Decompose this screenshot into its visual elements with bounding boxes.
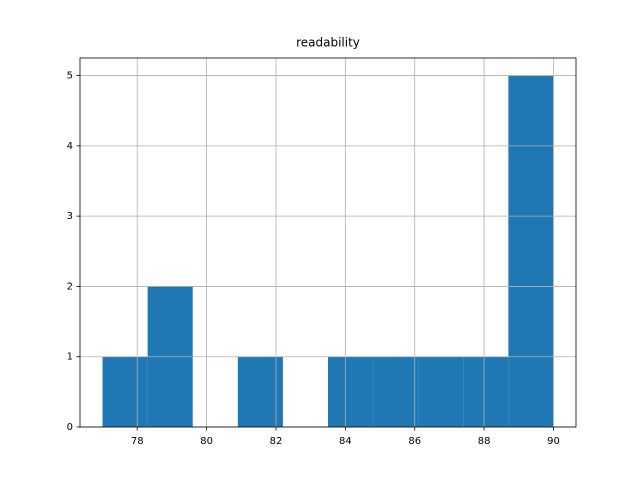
y-tick-label: 1 xyxy=(67,352,73,363)
bar xyxy=(373,356,419,427)
bar xyxy=(328,356,374,427)
x-tick-label: 84 xyxy=(339,436,352,447)
chart-title: readability xyxy=(296,36,360,50)
y-tick-label: 2 xyxy=(67,281,73,292)
y-tick-label: 0 xyxy=(67,422,73,433)
bar xyxy=(463,356,509,427)
y-tick-label: 3 xyxy=(67,211,73,222)
bar xyxy=(418,356,464,427)
x-tick-label: 82 xyxy=(270,436,283,447)
bar xyxy=(508,75,554,428)
axes-frame xyxy=(79,57,577,428)
x-tick-label: 90 xyxy=(547,436,560,447)
x-tick-label: 88 xyxy=(478,436,491,447)
y-tick-label: 5 xyxy=(67,71,73,82)
x-tick-label: 80 xyxy=(200,436,213,447)
bar xyxy=(102,356,148,427)
bar xyxy=(237,356,283,427)
x-tick-label: 78 xyxy=(131,436,144,447)
y-tick-label: 4 xyxy=(67,141,73,152)
x-tick-label: 86 xyxy=(408,436,421,447)
